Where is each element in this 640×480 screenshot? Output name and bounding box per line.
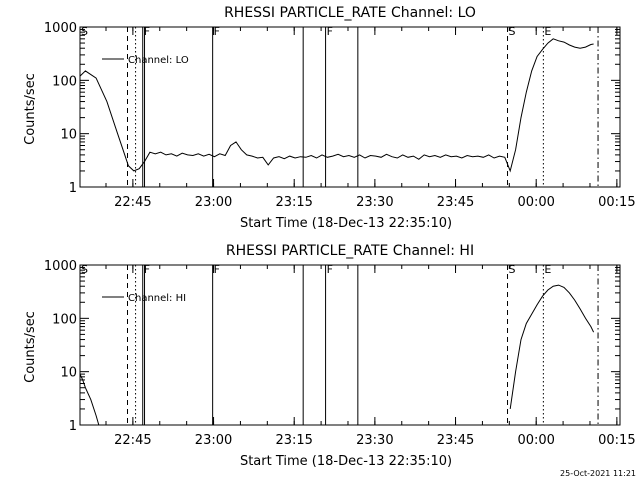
event-marker-label: F [144, 25, 150, 38]
y-axis-label: Counts/sec [23, 311, 38, 383]
x-axis-label: Start Time (18-Dec-13 22:35:10) [240, 454, 452, 469]
x-tick-label: 00:00 [517, 195, 554, 210]
event-marker-label: E [544, 263, 551, 276]
event-marker-label: S [509, 25, 516, 38]
x-tick-label: 23:30 [356, 433, 393, 448]
x-tick-label: 00:15 [598, 195, 635, 210]
x-tick-label: 00:00 [517, 433, 554, 448]
footer-timestamp: 25-Oct-2021 11:21 [560, 469, 636, 478]
plot-frame [79, 26, 621, 188]
x-tick-label: 23:15 [275, 433, 312, 448]
x-tick-label: 22:45 [114, 433, 151, 448]
legend-label: Channel: LO [128, 55, 189, 66]
x-tick-label: 22:45 [114, 195, 151, 210]
y-tick-label: 100 [52, 74, 77, 89]
x-tick-label: 23:00 [195, 195, 232, 210]
event-marker-label: E [544, 25, 551, 38]
event-marker-label: S [81, 263, 88, 276]
y-tick-label: 1000 [44, 21, 77, 36]
event-marker-label: F [144, 263, 150, 276]
y-tick-label: 1000 [44, 259, 77, 274]
y-tick-label: 1 [69, 419, 77, 434]
x-tick-label: 23:15 [275, 195, 312, 210]
event-marker-label: F [327, 25, 333, 38]
plot-frame [79, 264, 621, 426]
y-tick-label: 10 [60, 366, 77, 381]
event-marker-label: S [509, 263, 516, 276]
y-axis-label: Counts/sec [23, 73, 38, 145]
x-tick-label: 23:45 [437, 195, 474, 210]
y-tick-label: 10 [60, 128, 77, 143]
x-tick-label: 23:00 [195, 433, 232, 448]
series-line [79, 38, 594, 173]
event-marker-label: F [214, 263, 220, 276]
y-tick-label: 100 [52, 312, 77, 327]
series-line [79, 284, 595, 426]
legend-label: Channel: HI [128, 293, 186, 304]
chart-title: RHESSI PARTICLE_RATE Channel: HI [226, 243, 474, 259]
x-axis-label: Start Time (18-Dec-13 22:35:10) [240, 216, 452, 231]
panel-lo: RHESSI PARTICLE_RATE Channel: LO Counts/… [23, 5, 636, 231]
x-tick-label: 23:30 [356, 195, 393, 210]
chart-title: RHESSI PARTICLE_RATE Channel: LO [224, 5, 476, 21]
y-tick-label: 1 [69, 181, 77, 196]
panel-hi: RHESSI PARTICLE_RATE Channel: HI Counts/… [23, 243, 636, 469]
x-tick-label: 00:15 [598, 433, 635, 448]
event-marker-label: F [327, 263, 333, 276]
event-marker-label: S [81, 25, 88, 38]
event-marker-label: F [214, 25, 220, 38]
x-tick-label: 23:45 [437, 433, 474, 448]
